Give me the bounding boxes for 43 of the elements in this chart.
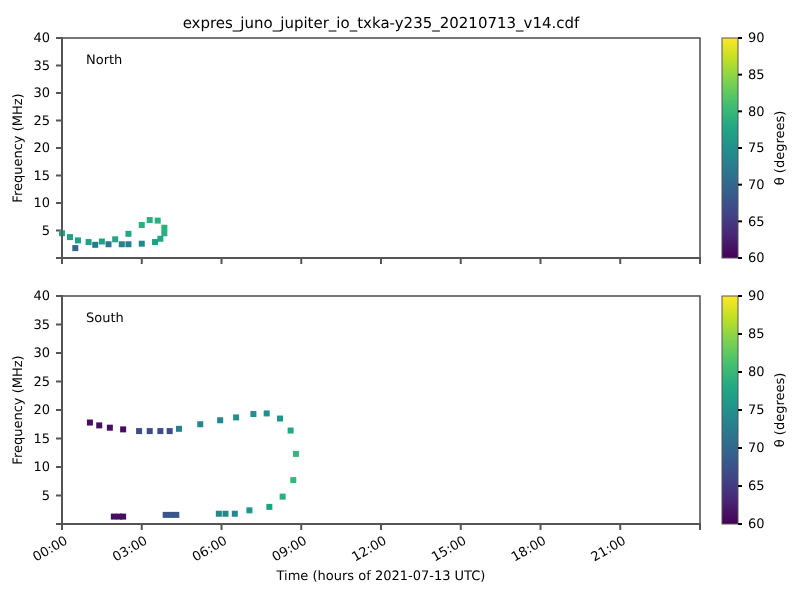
point [98,238,105,245]
point [85,239,92,246]
point [217,417,224,424]
point [152,239,159,246]
point [92,241,99,248]
point [106,424,113,431]
point [105,241,112,248]
point [215,510,222,517]
point [138,240,145,247]
point [246,507,253,514]
point [157,428,164,435]
point [66,234,73,241]
point [231,510,238,517]
point [292,450,299,457]
point [166,428,173,435]
point [112,236,119,243]
point [250,410,257,417]
point [197,421,204,428]
point [173,511,180,518]
point [266,503,273,510]
point [138,222,145,228]
point [118,241,125,248]
point [263,410,270,417]
point [290,477,297,484]
point [74,237,81,244]
point [120,426,127,433]
point [72,245,79,252]
point [96,422,103,429]
point [125,230,132,237]
point [233,414,240,421]
point [146,428,153,435]
point [279,493,286,500]
point [287,427,294,434]
point [86,419,93,426]
point [161,230,168,237]
point [146,217,153,224]
point [157,235,164,242]
point [222,510,229,517]
point [175,425,182,432]
point [125,241,132,248]
point [154,217,161,224]
point [276,415,283,422]
point [136,428,143,435]
